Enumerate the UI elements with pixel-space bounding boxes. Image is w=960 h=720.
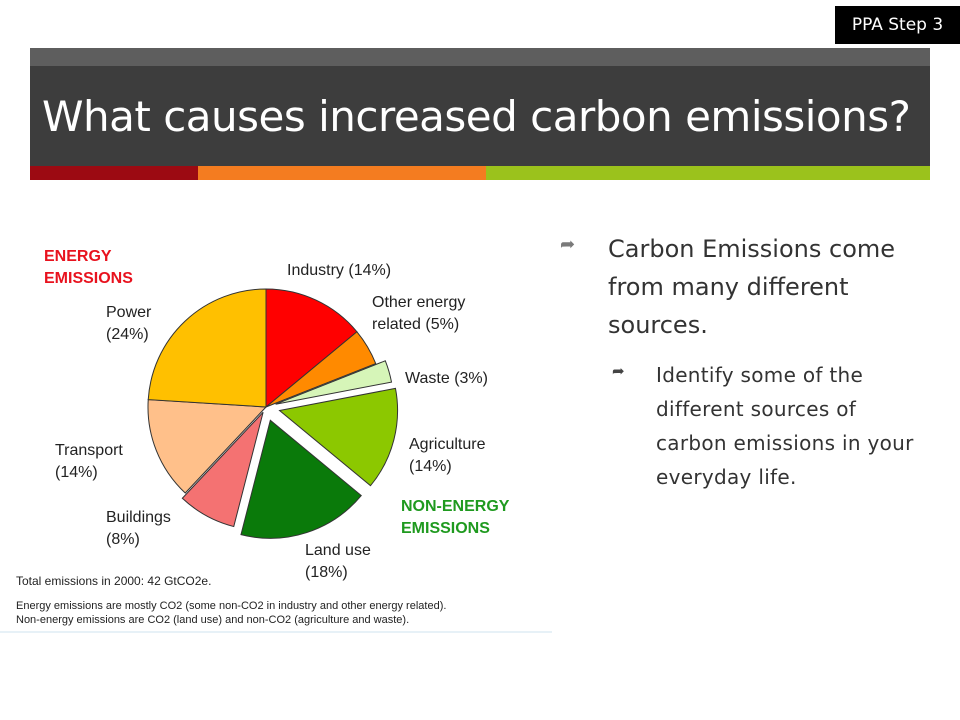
- pie-slice-land-use: [240, 419, 362, 539]
- pie-slice-transport: [147, 399, 268, 494]
- slice-label-transport: Transport (14%): [55, 442, 123, 481]
- arrow-bullet-icon: ➦: [612, 362, 625, 380]
- slice-label-waste: Waste (3%): [405, 370, 488, 387]
- accent-bar-orange: [198, 166, 486, 180]
- chart-note-1: Total emissions in 2000: 42 GtCO2e.: [16, 574, 211, 588]
- title-top-strip: [30, 48, 930, 66]
- slice-label-power: Power (24%): [106, 304, 152, 343]
- step-badge: PPA Step 3: [835, 6, 960, 44]
- arrow-bullet-icon: ➦: [560, 234, 576, 255]
- slice-label-other-energy-related: Other energy related (5%): [372, 294, 465, 333]
- pie-slice-waste: [275, 360, 393, 405]
- legend-non-energy-emissions: NON-ENERGY EMISSIONS: [401, 498, 510, 537]
- slice-label-land-use: Land use (18%): [305, 542, 371, 581]
- legend-energy-emissions: ENERGY EMISSIONS: [44, 248, 133, 287]
- pie-slice-buildings: [181, 411, 264, 528]
- bullet-text-sub: Identify some of the different sources o…: [656, 363, 914, 489]
- emissions-pie-chart: Industry (14%) Other energy related (5%) Wa…: [0, 225, 552, 635]
- bullet-text-main: Carbon Emissions come from many differen…: [608, 235, 896, 339]
- accent-bar-red: [30, 166, 198, 180]
- pie-slice-industry: [265, 288, 358, 409]
- bullet-item-main: ➦ Carbon Emissions come from many differ…: [560, 230, 940, 344]
- pie-slice-other-energy-related: [265, 331, 377, 408]
- slice-label-buildings: Buildings (8%): [106, 509, 171, 548]
- accent-bar-green: [486, 166, 930, 180]
- pie-slice-agriculture: [278, 387, 399, 487]
- bullet-item-sub: ➦ Identify some of the different sources…: [612, 358, 940, 494]
- slide-title: What causes increased carbon emissions?: [30, 66, 930, 166]
- chart-note-3: Non-energy emissions are CO2 (land use) …: [16, 614, 409, 626]
- bullet-list: ➦ Carbon Emissions come from many differ…: [560, 230, 940, 494]
- slice-label-agriculture: Agriculture (14%): [409, 436, 486, 475]
- chart-note-2: Energy emissions are mostly CO2 (some no…: [16, 600, 446, 612]
- slice-label-industry: Industry (14%): [287, 262, 391, 279]
- pie-slice-power: [147, 288, 267, 408]
